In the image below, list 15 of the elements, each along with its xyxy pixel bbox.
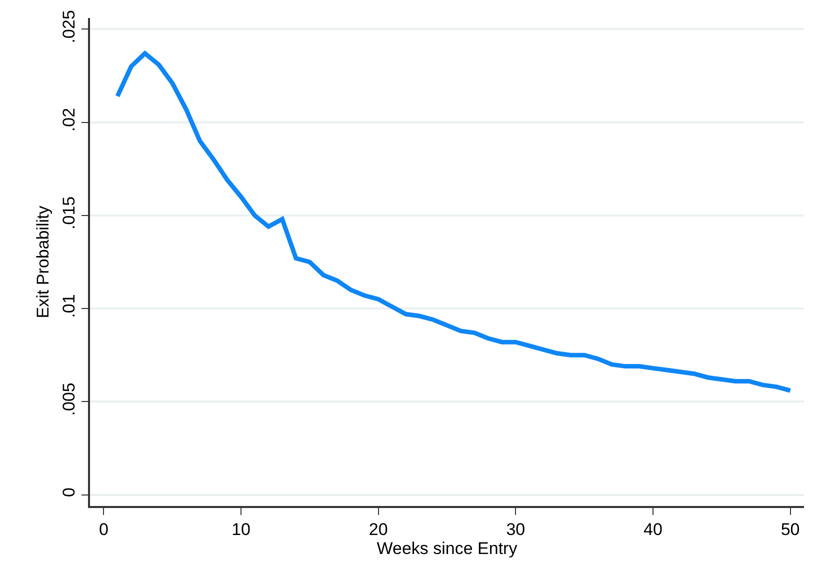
y-tick-label: 0 [59, 488, 78, 498]
x-tick-label: 30 [506, 520, 526, 540]
y-tick-label: .025 [59, 10, 78, 44]
x-tick-label: 20 [368, 520, 388, 540]
line-series [115, 51, 793, 393]
x-tick-label: 0 [98, 520, 108, 540]
y-tick-label: .015 [59, 196, 78, 230]
y-tick-label: .02 [59, 108, 78, 132]
x-tick-label: 50 [780, 520, 800, 540]
x-axis-title: Weeks since Entry [376, 539, 518, 558]
y-tick-label: .005 [59, 382, 78, 416]
x-tick-label: 40 [644, 520, 662, 540]
y-tick-label: .01 [59, 294, 78, 318]
y-axis-title: Exit Probability [34, 205, 52, 318]
x-tick-label: 10 [232, 520, 250, 540]
